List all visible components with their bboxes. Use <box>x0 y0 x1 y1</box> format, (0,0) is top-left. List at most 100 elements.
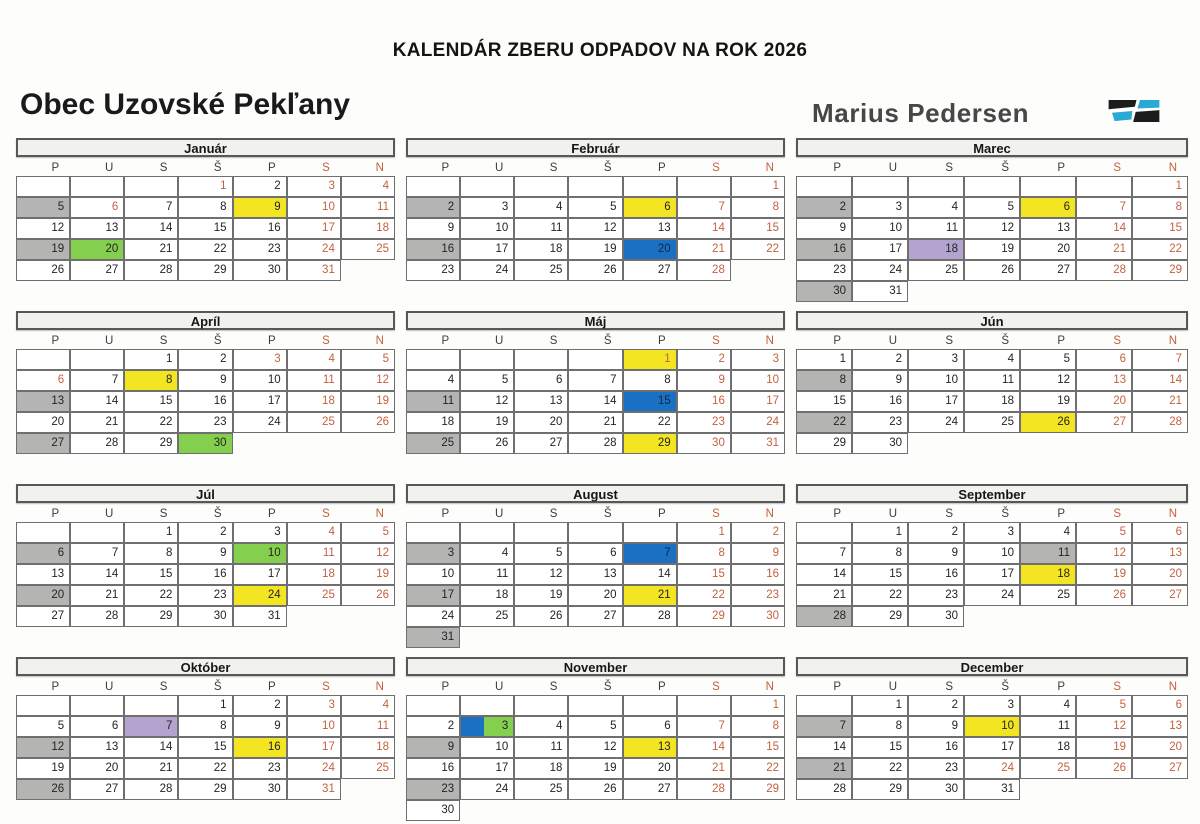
day-cell: 23 <box>178 585 233 606</box>
day-cell: 16 <box>232 737 287 758</box>
weekday-header: S <box>159 680 168 693</box>
day-cell: 19 <box>16 758 71 779</box>
day-cell: 13 <box>568 564 623 585</box>
weekday-header: P <box>268 334 276 347</box>
empty-cell <box>1020 176 1076 197</box>
day-cell: 12 <box>964 218 1020 239</box>
weekday-header: Š <box>213 161 222 174</box>
day-cell: 30 <box>908 779 964 800</box>
empty-cell <box>406 176 461 197</box>
empty-slot <box>287 433 341 454</box>
weekday-header: Š <box>213 680 222 693</box>
day-cell: 2 <box>178 349 233 370</box>
empty-slot <box>623 627 677 648</box>
day-cell: 8 <box>796 370 852 391</box>
empty-cell <box>70 695 125 716</box>
week-row: 22 23 24 25 26 27 28 <box>796 412 1188 433</box>
week-row: 4 5 6 7 8 9 10 <box>406 370 785 391</box>
day-cell: 26 <box>340 412 395 433</box>
day-cell: 4 <box>514 716 569 737</box>
day-cell: 7 <box>124 716 179 737</box>
month-title: Jún <box>796 311 1188 330</box>
day-cell: 1 <box>124 522 179 543</box>
week-row: 23 24 25 26 27 28 29 <box>796 260 1188 281</box>
day-cell: 10 <box>232 370 287 391</box>
day-cell: 12 <box>514 564 569 585</box>
weekday-header: P <box>51 161 60 174</box>
day-cell: 28 <box>1076 260 1132 281</box>
day-cell: 1 <box>852 522 908 543</box>
day-cell: 29 <box>178 260 233 281</box>
weekday-header: S <box>712 334 720 347</box>
empty-slot <box>1020 433 1076 454</box>
day-cell: 19 <box>460 412 515 433</box>
week-row: 16 17 18 19 20 21 22 <box>406 758 785 779</box>
day-cell: 29 <box>676 606 731 627</box>
day-cell: 17 <box>286 737 341 758</box>
empty-cell <box>514 522 569 543</box>
day-cell: 7 <box>622 543 677 564</box>
day-cell: 9 <box>406 737 461 758</box>
weekday-header: S <box>712 507 720 520</box>
weekday-header: U <box>104 680 114 693</box>
day-cell: 8 <box>676 543 731 564</box>
day-cell: 6 <box>1020 197 1076 218</box>
day-cell: 21 <box>1076 239 1132 260</box>
day-cell: 6 <box>70 716 125 737</box>
week-row: 10 11 12 13 14 15 16 <box>406 564 785 585</box>
day-cell: 27 <box>1076 412 1132 433</box>
empty-cell <box>796 522 852 543</box>
day-cell: 2 <box>406 716 461 737</box>
empty-slot <box>964 281 1020 302</box>
day-cell: 11 <box>908 218 964 239</box>
day-cell: 24 <box>286 758 341 779</box>
weekday-header: P <box>1057 507 1065 520</box>
day-cell: 20 <box>16 412 71 433</box>
day-cell: 5 <box>460 370 515 391</box>
week-row: 9 10 11 12 13 14 15 <box>796 218 1188 239</box>
day-cell: 2 <box>178 522 233 543</box>
week-row: 29 30 <box>796 433 1188 454</box>
day-cell: 27 <box>70 779 125 800</box>
day-cell: 4 <box>340 695 395 716</box>
day-cell: 4 <box>1020 522 1076 543</box>
day-cell: 21 <box>796 585 852 606</box>
empty-cell <box>676 695 731 716</box>
day-cell: 28 <box>124 260 179 281</box>
weekday-header: U <box>494 507 504 520</box>
day-cell: 16 <box>796 239 852 260</box>
day-cell: 2 <box>852 349 908 370</box>
day-cell: 22 <box>178 758 233 779</box>
day-cell: 8 <box>622 370 677 391</box>
day-cell: 14 <box>70 564 125 585</box>
empty-cell <box>852 176 908 197</box>
day-cell: 21 <box>70 585 125 606</box>
day-cell: 11 <box>340 716 395 737</box>
weekday-header: S <box>322 334 330 347</box>
empty-cell <box>16 695 71 716</box>
day-cell: 19 <box>514 585 569 606</box>
day-cell: 15 <box>178 218 233 239</box>
day-cell: 10 <box>964 543 1020 564</box>
day-cell: 20 <box>16 585 71 606</box>
day-cell: 30 <box>232 260 287 281</box>
weekday-header: P <box>658 334 666 347</box>
empty-slot <box>1020 779 1076 800</box>
day-cell: 13 <box>1020 218 1076 239</box>
day-cell: 28 <box>70 606 125 627</box>
weekday-header: N <box>375 507 384 520</box>
empty-slot <box>964 606 1020 627</box>
weekday-header: P <box>658 507 666 520</box>
day-cell: 12 <box>1020 370 1076 391</box>
day-cell: 5 <box>340 349 395 370</box>
day-cell: 4 <box>406 370 461 391</box>
day-cell: 29 <box>730 779 785 800</box>
week-row: 16 17 18 19 20 21 22 <box>796 239 1188 260</box>
day-cell: 31 <box>964 779 1020 800</box>
